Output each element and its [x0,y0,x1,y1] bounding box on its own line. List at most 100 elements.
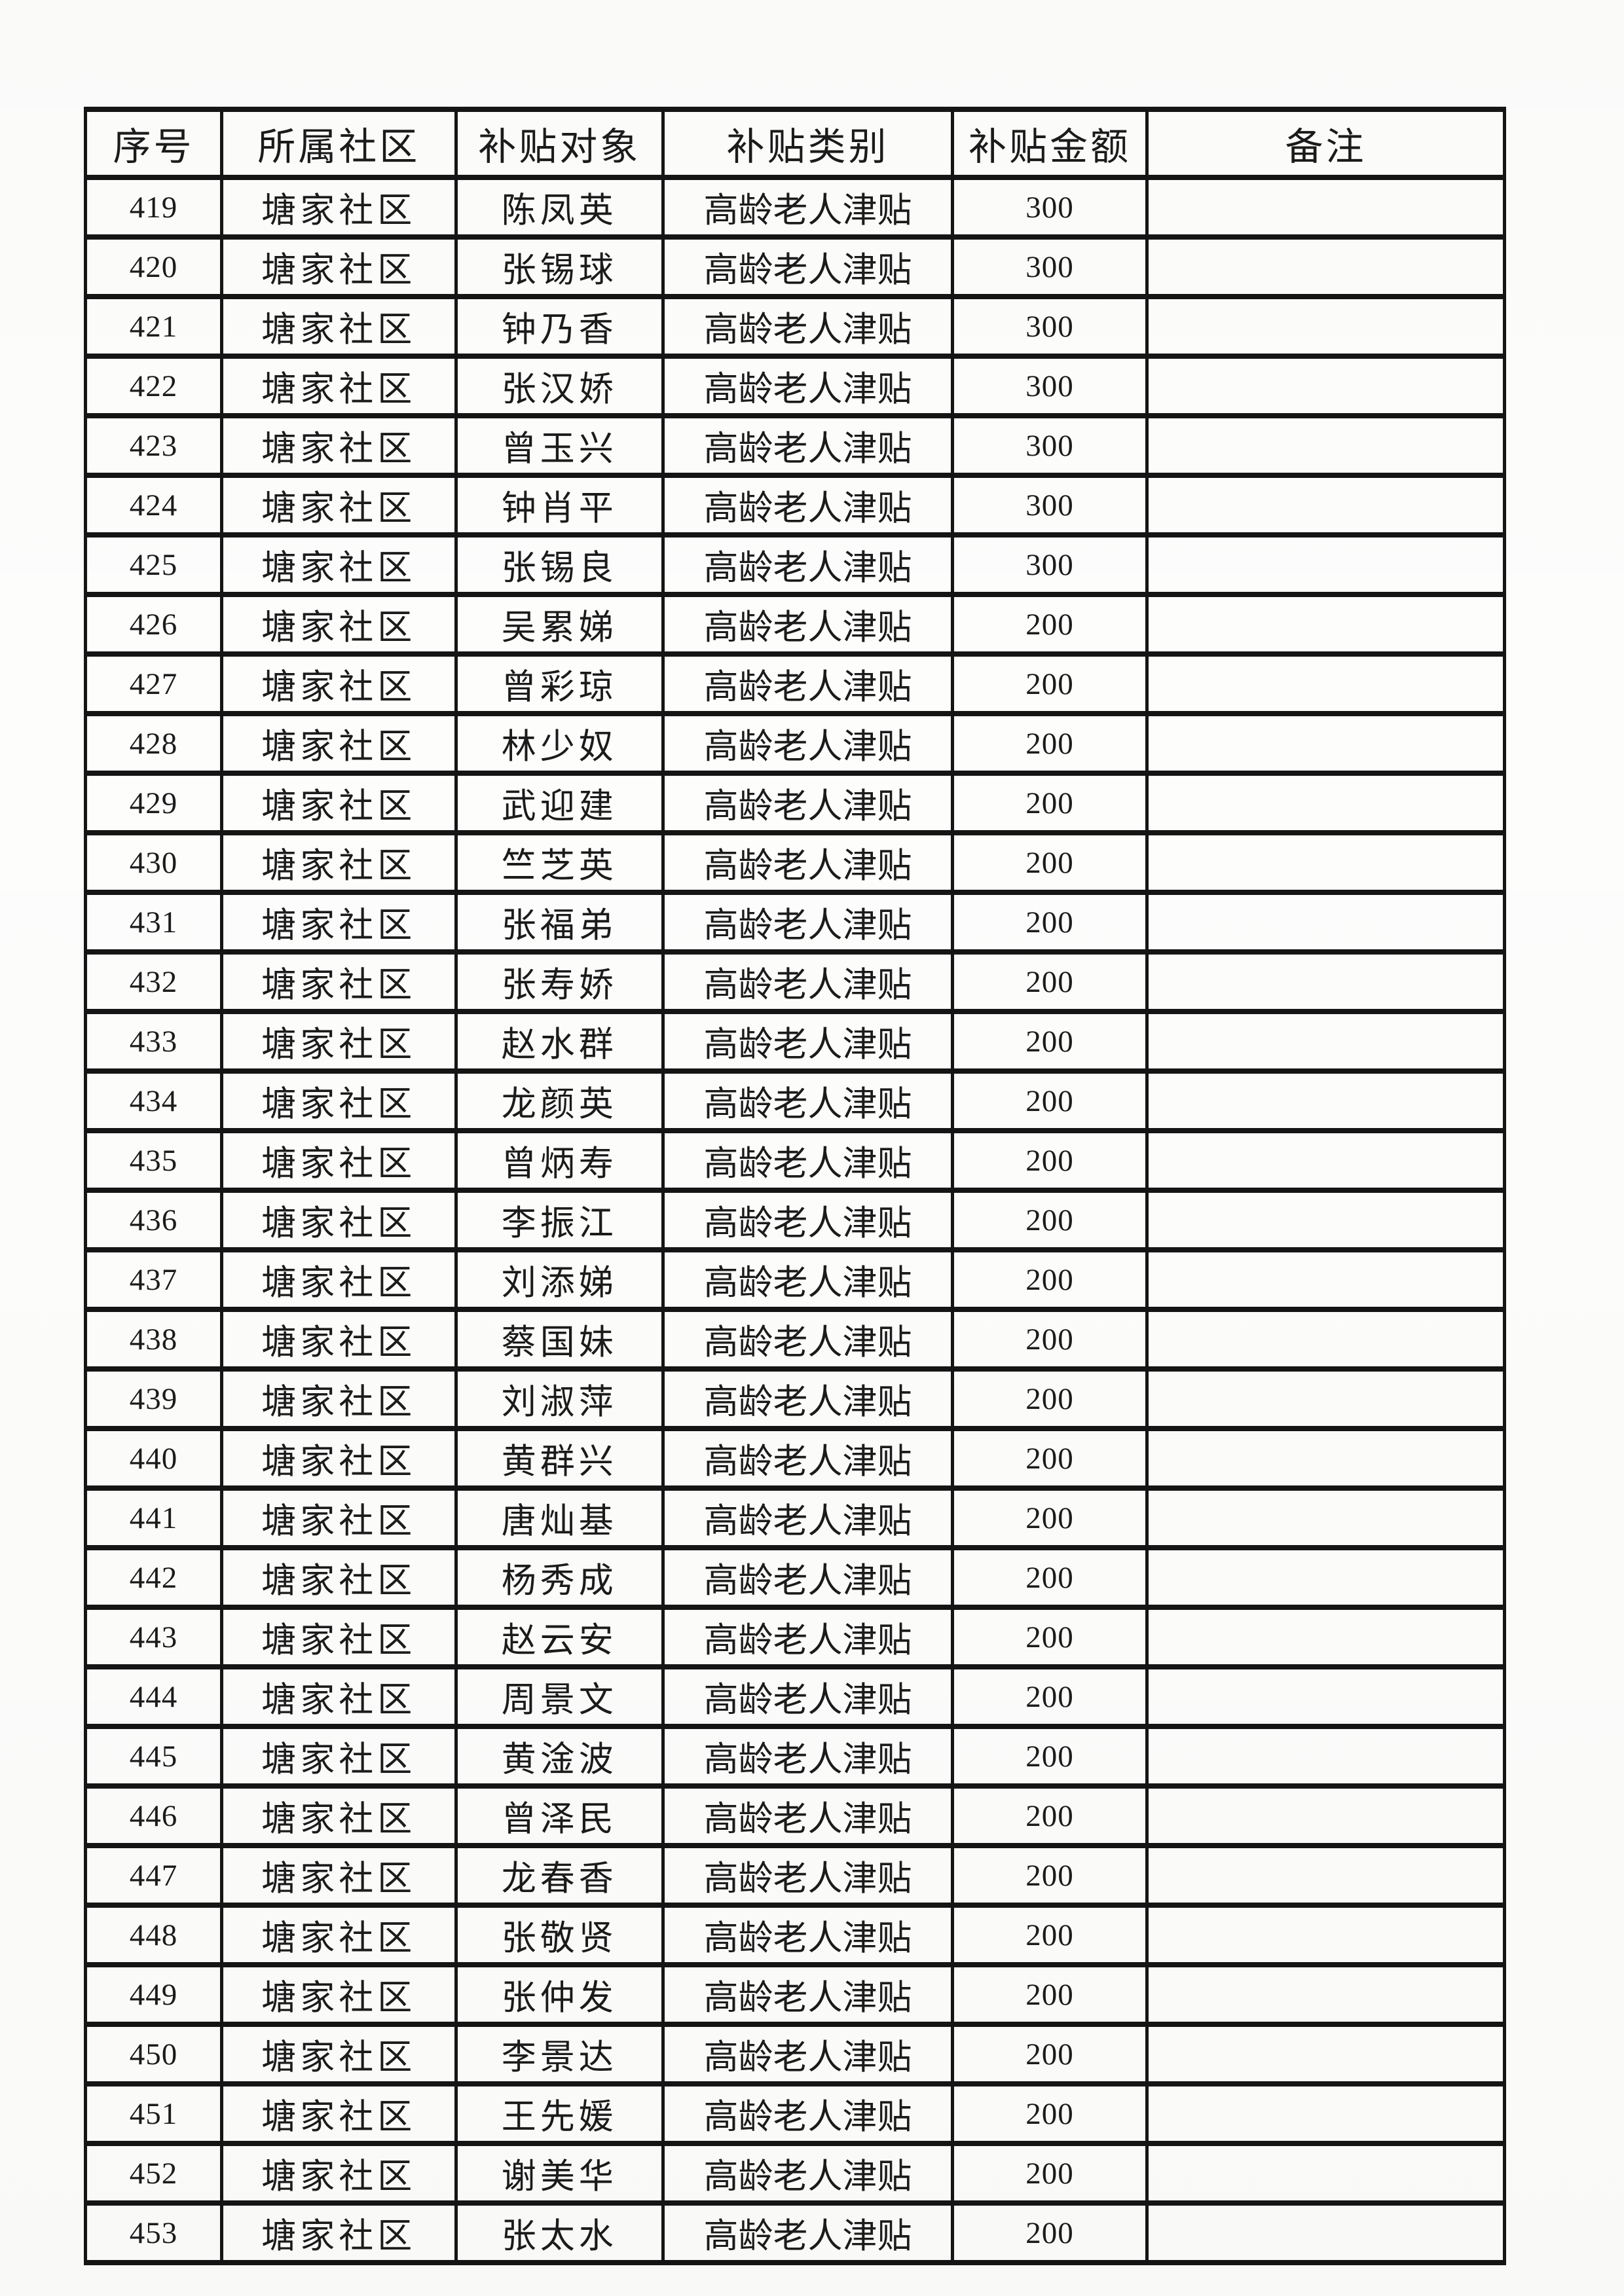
cell-note [1145,2081,1507,2146]
cell-amount: 200 [951,1188,1149,1252]
cell-category: 高龄老人津贴 [661,830,955,895]
table-row: 423 塘家社区 曾玉兴 高龄老人津贴 300 [83,413,1507,478]
table-row: 419 塘家社区 陈凤英 高龄老人津贴 300 [83,175,1507,240]
cell-serial: 426 [83,592,224,657]
cell-serial: 438 [83,1307,224,1372]
cell-serial: 440 [83,1426,224,1491]
cell-serial: 434 [83,1068,224,1133]
header-note: 备注 [1145,107,1507,180]
cell-note [1145,1128,1507,1193]
cell-serial: 453 [83,2200,224,2265]
cell-amount: 200 [951,1605,1149,1669]
table-row: 440 塘家社区 黄群兴 高龄老人津贴 200 [83,1426,1507,1491]
cell-note [1145,1068,1507,1133]
cell-amount: 200 [951,1068,1149,1133]
cell-serial: 432 [83,949,224,1014]
table-row: 453 塘家社区 张太水 高龄老人津贴 200 [83,2200,1507,2265]
cell-serial: 423 [83,413,224,478]
cell-category: 高龄老人津贴 [661,1962,955,2027]
cell-amount: 200 [951,890,1149,955]
cell-serial: 445 [83,1724,224,1789]
cell-community: 塘家社区 [220,890,458,955]
cell-category: 高龄老人津贴 [661,532,955,597]
cell-recipient: 赵水群 [454,1009,665,1074]
cell-amount: 300 [951,234,1149,299]
cell-category: 高龄老人津贴 [661,2141,955,2206]
cell-community: 塘家社区 [220,651,458,716]
table-row: 432 塘家社区 张寿娇 高龄老人津贴 200 [83,949,1507,1014]
cell-category: 高龄老人津贴 [661,1128,955,1193]
cell-category: 高龄老人津贴 [661,711,955,776]
cell-amount: 200 [951,1545,1149,1610]
cell-category: 高龄老人津贴 [661,592,955,657]
cell-note [1145,1188,1507,1252]
cell-note [1145,1605,1507,1669]
cell-recipient: 周景文 [454,1664,665,1729]
table-row: 434 塘家社区 龙颜英 高龄老人津贴 200 [83,1068,1507,1133]
table-row: 438 塘家社区 蔡国妹 高龄老人津贴 200 [83,1307,1507,1372]
cell-serial: 446 [83,1783,224,1848]
cell-note [1145,175,1507,240]
cell-community: 塘家社区 [220,1485,458,1550]
cell-category: 高龄老人津贴 [661,949,955,1014]
cell-community: 塘家社区 [220,294,458,359]
cell-recipient: 武迎建 [454,771,665,835]
cell-community: 塘家社区 [220,1724,458,1789]
cell-amount: 300 [951,532,1149,597]
cell-amount: 300 [951,354,1149,418]
table-row: 429 塘家社区 武迎建 高龄老人津贴 200 [83,771,1507,835]
cell-amount: 200 [951,1307,1149,1372]
cell-amount: 200 [951,1128,1149,1193]
cell-category: 高龄老人津贴 [661,2022,955,2086]
cell-amount: 200 [951,949,1149,1014]
cell-community: 塘家社区 [220,1128,458,1193]
cell-recipient: 刘添娣 [454,1247,665,1312]
cell-recipient: 黄群兴 [454,1426,665,1491]
cell-recipient: 陈凤英 [454,175,665,240]
cell-category: 高龄老人津贴 [661,1307,955,1372]
cell-recipient: 张太水 [454,2200,665,2265]
cell-amount: 200 [951,2022,1149,2086]
cell-community: 塘家社区 [220,473,458,538]
cell-serial: 451 [83,2081,224,2146]
table-row: 428 塘家社区 林少奴 高龄老人津贴 200 [83,711,1507,776]
cell-amount: 200 [951,1009,1149,1074]
cell-community: 塘家社区 [220,1962,458,2027]
cell-note [1145,354,1507,418]
cell-category: 高龄老人津贴 [661,294,955,359]
table-row: 451 塘家社区 王先媛 高龄老人津贴 200 [83,2081,1507,2146]
table-row: 425 塘家社区 张锡良 高龄老人津贴 300 [83,532,1507,597]
cell-amount: 200 [951,1783,1149,1848]
cell-community: 塘家社区 [220,1366,458,1431]
table-body: 419 塘家社区 陈凤英 高龄老人津贴 300 420 塘家社区 张锡球 高龄老人津贴 300 42… [83,175,1507,2265]
cell-serial: 433 [83,1009,224,1074]
cell-recipient: 王先媛 [454,2081,665,2146]
cell-community: 塘家社区 [220,1903,458,1967]
cell-amount: 200 [951,592,1149,657]
cell-serial: 420 [83,234,224,299]
cell-serial: 450 [83,2022,224,2086]
table-row: 427 塘家社区 曾彩琼 高龄老人津贴 200 [83,651,1507,716]
cell-note [1145,890,1507,955]
cell-note [1145,234,1507,299]
cell-community: 塘家社区 [220,592,458,657]
table-row: 446 塘家社区 曾泽民 高龄老人津贴 200 [83,1783,1507,1848]
cell-serial: 424 [83,473,224,538]
cell-recipient: 杨秀成 [454,1545,665,1610]
cell-recipient: 钟乃香 [454,294,665,359]
cell-community: 塘家社区 [220,1307,458,1372]
cell-serial: 419 [83,175,224,240]
cell-amount: 200 [951,1247,1149,1312]
cell-community: 塘家社区 [220,1426,458,1491]
cell-recipient: 曾炳寿 [454,1128,665,1193]
cell-category: 高龄老人津贴 [661,413,955,478]
cell-serial: 435 [83,1128,224,1193]
cell-note [1145,294,1507,359]
cell-category: 高龄老人津贴 [661,1426,955,1491]
cell-amount: 200 [951,2081,1149,2146]
cell-recipient: 曾泽民 [454,1783,665,1848]
cell-community: 塘家社区 [220,1783,458,1848]
cell-category: 高龄老人津贴 [661,473,955,538]
table-row: 436 塘家社区 李振江 高龄老人津贴 200 [83,1188,1507,1252]
table-row: 433 塘家社区 赵水群 高龄老人津贴 200 [83,1009,1507,1074]
